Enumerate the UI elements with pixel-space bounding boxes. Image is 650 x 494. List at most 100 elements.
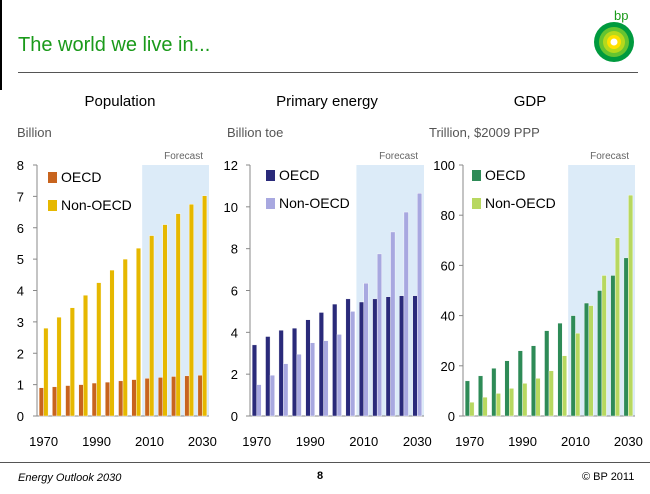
bar-oecd <box>570 315 576 417</box>
bar-oecd <box>318 312 324 417</box>
bar-oecd <box>171 376 177 417</box>
bar-non-oecd <box>548 370 554 417</box>
chart-title: GDP <box>514 93 547 110</box>
bar-non-oecd <box>269 375 275 417</box>
y-tick-label: 10 <box>224 200 238 215</box>
y-tick-label: 60 <box>441 258 455 273</box>
y-tick-label: 5 <box>17 252 24 267</box>
bar-non-oecd <box>628 194 634 417</box>
bar-non-oecd <box>256 384 262 417</box>
bar-non-oecd <box>469 401 475 417</box>
y-tick-label: 12 <box>224 158 238 173</box>
x-tick-label: 1990 <box>508 434 537 449</box>
x-tick-label: 1970 <box>29 434 58 449</box>
bar-non-oecd <box>83 295 89 417</box>
bar-non-oecd <box>175 213 181 417</box>
bar-oecd <box>597 290 603 417</box>
bar-non-oecd <box>482 396 488 417</box>
chart-unit-label: Billion <box>17 125 52 140</box>
bar-non-oecd <box>136 247 141 417</box>
y-tick-label: 3 <box>17 315 24 330</box>
bar-non-oecd <box>363 282 369 417</box>
legend-swatch-non-oecd <box>266 198 275 209</box>
bar-non-oecd <box>403 211 409 417</box>
legend-label-non-oecd: Non-OECD <box>279 195 350 211</box>
bar-oecd <box>144 378 150 417</box>
bar-oecd <box>359 301 364 417</box>
y-tick-label: 40 <box>441 309 455 324</box>
bar-oecd <box>305 319 311 417</box>
bar-non-oecd <box>56 316 62 417</box>
y-tick-label: 100 <box>433 158 455 173</box>
bar-non-oecd <box>562 355 567 417</box>
legend-label-oecd: OECD <box>279 167 319 183</box>
title-rule <box>18 72 638 73</box>
y-tick-label: 6 <box>231 284 238 299</box>
copyright: © BP 2011 <box>582 471 635 483</box>
footer-publication: Energy Outlook 2030 <box>18 472 122 484</box>
x-tick-label: 2010 <box>561 434 590 449</box>
bar-non-oecd <box>522 383 528 417</box>
bar-non-oecd <box>575 332 581 417</box>
bar-non-oecd <box>109 269 115 417</box>
bar-non-oecd <box>149 235 155 417</box>
x-tick-label: 1970 <box>455 434 484 449</box>
y-tick-label: 6 <box>17 221 24 236</box>
bar-non-oecd <box>601 275 607 417</box>
bar-non-oecd <box>535 378 541 417</box>
bar-non-oecd <box>283 363 289 417</box>
bar-oecd <box>544 330 550 417</box>
chart-title: Primary energy <box>276 93 378 110</box>
legend-swatch-non-oecd <box>48 200 57 211</box>
bar-oecd <box>583 302 589 417</box>
x-tick-label: 1990 <box>296 434 325 449</box>
y-tick-label: 0 <box>231 409 238 424</box>
bar-oecd <box>91 382 97 417</box>
bar-oecd <box>610 275 616 417</box>
x-tick-label: 2030 <box>188 434 217 449</box>
y-tick-label: 7 <box>17 189 24 204</box>
bar-oecd <box>105 381 110 417</box>
bar-oecd <box>251 344 257 417</box>
slide-title: The world we live in... <box>18 34 211 56</box>
bar-oecd <box>345 298 351 417</box>
legend-swatch-oecd <box>472 170 481 181</box>
bar-oecd <box>623 257 629 417</box>
bar-non-oecd <box>202 195 208 417</box>
y-tick-label: 0 <box>17 409 24 424</box>
left-edge-bar <box>0 0 2 90</box>
chart-unit-label: Trillion, $2009 PPP <box>429 125 540 140</box>
bar-oecd <box>531 345 536 417</box>
x-tick-label: 2030 <box>403 434 432 449</box>
y-tick-label: 2 <box>231 367 238 382</box>
forecast-label: Forecast <box>164 151 203 162</box>
bar-non-oecd <box>376 253 382 417</box>
y-tick-label: 20 <box>441 359 455 374</box>
y-tick-label: 0 <box>448 409 455 424</box>
bar-oecd <box>184 375 190 417</box>
forecast-label: Forecast <box>379 151 418 162</box>
bar-oecd <box>385 296 391 417</box>
bar-non-oecd <box>43 327 49 417</box>
bar-oecd <box>197 375 203 417</box>
bar-oecd <box>504 360 510 417</box>
legend-swatch-oecd <box>266 170 275 181</box>
legend-swatch-oecd <box>48 172 57 183</box>
bar-oecd <box>557 322 563 417</box>
page-number: 8 <box>317 470 324 482</box>
bar-oecd <box>131 379 137 417</box>
bp-logo-text: bp <box>614 8 629 23</box>
y-tick-label: 80 <box>441 208 455 223</box>
x-tick-label: 2010 <box>135 434 164 449</box>
chart-title: Population <box>85 93 156 110</box>
bar-non-oecd <box>188 204 194 417</box>
y-tick-label: 4 <box>231 325 238 340</box>
bar-non-oecd <box>122 258 128 417</box>
bar-non-oecd <box>614 237 620 417</box>
bar-non-oecd <box>588 305 594 417</box>
legend-label-oecd: OECD <box>485 167 525 183</box>
bar-non-oecd <box>495 393 501 417</box>
bar-oecd <box>65 385 71 417</box>
legend-label-oecd: OECD <box>61 169 101 185</box>
